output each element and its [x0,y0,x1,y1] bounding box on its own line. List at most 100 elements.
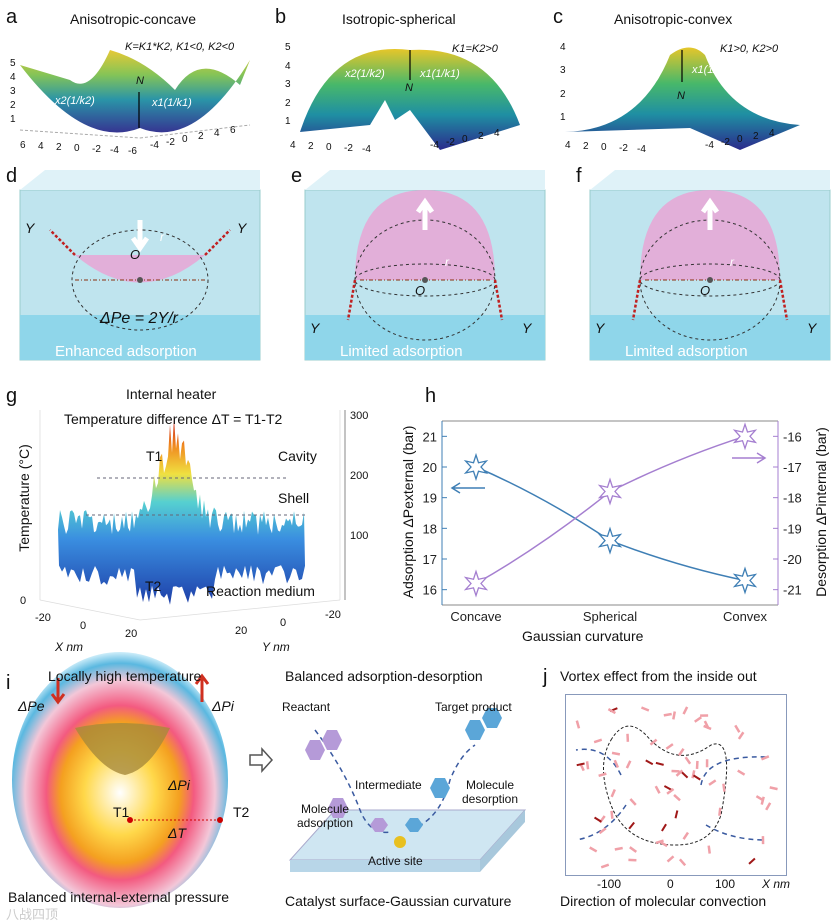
series-line [476,436,745,583]
panel-label-f: f [576,165,582,188]
flow-arrow [719,808,720,816]
y-right-tick-label: -18 [783,491,802,506]
flow-arrow [709,846,710,854]
y-tick: 4 [214,128,220,139]
flow-arrow [695,717,702,722]
flow-arrow [673,712,674,720]
x-tick: -2 [619,143,628,154]
flow-arrow [666,744,673,749]
flow-arrow [662,824,666,831]
x-tick: 0 [601,142,607,153]
laplace-equation: ΔPe = 2Υ/r [100,310,178,328]
y-tick: 4 [769,128,775,139]
y-tick: 2 [753,131,759,142]
center-label: O [700,283,710,298]
z-tick: 0 [20,595,26,607]
left-axis-arrow [452,483,485,493]
flow-arrow [676,810,678,818]
active-site-icon [394,836,406,848]
z-tick: 2 [285,98,291,109]
flow-arrow [723,784,724,792]
desorption-label: Molecule desorption [455,778,525,806]
flow-arrow [770,787,778,789]
j-xtick: 100 [715,877,735,891]
panel-i-t2: T2 [233,804,249,820]
droplet-box-f [585,160,835,365]
flow-arrow [599,774,607,776]
x-tick: 0 [74,143,80,154]
z-tick: 2 [560,89,566,100]
y-tick: -2 [166,137,175,148]
z-tick: 1 [560,112,566,123]
flow-arrow [612,790,615,797]
panel-i-caption2: Catalyst surface-Gaussian curvature [285,893,511,909]
box-caption: Limited adsorption [340,343,463,360]
x-axis-label: X nm [55,640,83,654]
y-tick-label: 17 [423,552,437,567]
active-site-label: Active site [368,854,423,868]
flow-arrow [682,772,688,777]
x-tick-label: Convex [723,609,768,624]
flow-arrow [595,818,602,822]
arrow-right-icon [250,749,272,771]
panel-i-title: Locally high temperature [48,668,201,684]
flow-arrow [680,859,685,865]
z-tick: 100 [350,530,368,542]
flow-arrow [766,803,770,810]
x-tick: -20 [35,612,51,624]
panel-label-d: d [6,165,17,188]
y-right-tick-label: -17 [783,460,802,475]
z-tick: 5 [10,58,16,69]
vortex-plot [565,694,787,876]
flow-arrow [615,848,623,849]
j-xtick: 0 [667,877,674,891]
x-tick-label: Spherical [583,609,637,624]
flow-arrow [587,761,588,769]
y-right-tick-label: -21 [783,583,802,598]
x-tick: -6 [128,146,137,157]
flow-arrow [668,856,674,861]
y-tick: -4 [150,140,159,151]
panel-i-t1: T1 [113,804,129,820]
j-xtick: -100 [597,877,621,891]
flow-arrow [686,757,691,764]
chart-xlabel: Gaussian curvature [522,628,643,644]
y-tick: -2 [721,137,730,148]
chart-ylabel-left: Adsorption ΔPexternal (bar) [400,417,416,607]
surface-tension-label: Υ [25,220,34,236]
flow-arrow [684,707,688,714]
flow-arrow [749,858,755,863]
flow-arrow [684,833,688,840]
surface-tension-label: Υ [522,320,531,336]
y-tick: 0 [280,617,286,629]
center-label: O [415,283,425,298]
target-product-label: Target product [435,700,512,714]
flow-arrow [577,764,585,766]
flow-arrow [630,799,635,805]
z-tick: 1 [10,114,16,125]
flow-arrow [601,865,609,868]
z-tick: 200 [350,470,368,482]
flow-arrow [590,847,597,851]
flow-arrow [656,763,664,765]
z-tick: 300 [350,410,368,422]
y-tick-label: 20 [423,460,437,475]
data-point-star [735,424,756,448]
y-tick-label: 16 [423,583,437,598]
x-tick: -4 [110,145,119,156]
y-tick: 20 [235,625,247,637]
x-tick: 20 [125,628,137,640]
data-point-star [466,572,487,596]
z-tick: 4 [10,72,16,83]
y-tick: -2 [446,137,455,148]
z-tick: 4 [560,42,566,53]
flow-arrow [693,775,700,779]
x-tick: 2 [308,141,314,152]
y-tick: -4 [430,140,439,151]
surface-tension-label: Υ [807,320,816,336]
radius-label: r [730,255,734,269]
flow-arrow [612,811,613,819]
z-tick: 4 [285,61,291,72]
flow-arrow [594,740,602,742]
y-tick: -4 [705,140,714,151]
